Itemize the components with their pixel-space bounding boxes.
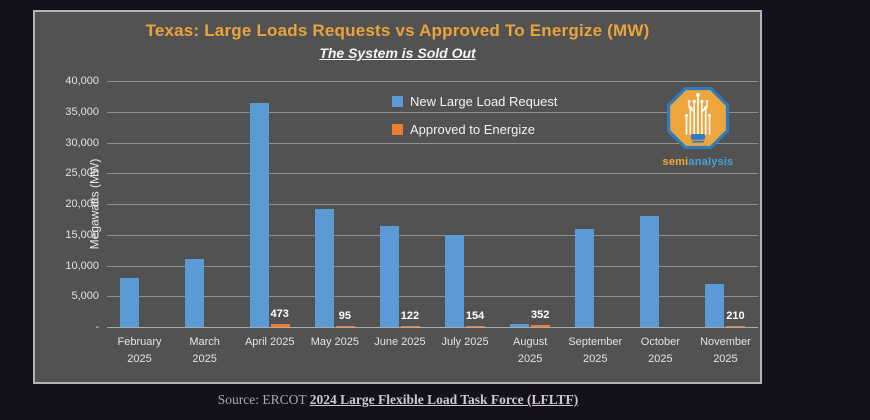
approved-data-label: 210	[726, 309, 745, 322]
x-axis-label: March 2025	[189, 336, 220, 365]
gridline	[107, 296, 758, 298]
x-axis-label: October 2025	[640, 336, 680, 365]
chart-panel: Texas: Large Loads Requests vs Approved …	[33, 10, 762, 384]
bar-new-large-load-request	[249, 102, 269, 327]
bar-approved-to-energize	[400, 325, 420, 327]
x-axis-label: May 2025	[310, 336, 359, 348]
source-prefix: Source: ERCOT	[217, 392, 310, 407]
gridline	[107, 173, 758, 175]
bar-pair	[640, 216, 680, 327]
logo-text-analysis: analysis	[688, 156, 734, 168]
bar-pair	[379, 225, 420, 327]
legend: New Large Load Request Approved to Energ…	[392, 94, 557, 150]
approved-data-label: 352	[530, 308, 550, 321]
y-tick-label: 35,000	[65, 105, 99, 118]
category-column: February 2025	[107, 81, 172, 365]
legend-swatch-orange-icon	[392, 124, 403, 135]
approved-data-label: 154	[465, 309, 485, 322]
y-tick-label: 25,000	[65, 167, 99, 180]
bar-new-large-load-request	[510, 323, 530, 327]
bar-pair	[249, 102, 290, 327]
category-column: 154 July 2025	[433, 81, 498, 348]
category-column: 473 April 2025	[237, 81, 302, 348]
gridline	[107, 234, 758, 236]
y-tick-label: 40,000	[65, 75, 99, 87]
bar-pair	[510, 323, 551, 327]
approved-data-label: 95	[338, 309, 351, 322]
gridline	[107, 111, 758, 113]
x-axis-label: February 2025	[117, 336, 162, 365]
y-tick-label: 30,000	[65, 136, 99, 149]
bar-approved-to-energize	[335, 325, 355, 327]
bar-new-large-load-request	[184, 259, 204, 327]
bar-pair	[575, 228, 615, 327]
category-column: September 2025	[563, 81, 628, 365]
legend-swatch-blue-icon	[392, 96, 403, 107]
x-axis-label: April 2025	[244, 336, 295, 348]
legend-label: New Large Load Request	[410, 94, 558, 109]
approved-data-label: 473	[270, 308, 289, 321]
legend-item-approved-to-energize: Approved to Energize	[392, 122, 557, 137]
bar-new-large-load-request	[575, 228, 595, 327]
gridline	[107, 81, 758, 82]
chart-subtitle: The System is Sold Out	[319, 45, 476, 61]
bar-pair	[705, 283, 746, 327]
y-tick-label: 15,000	[65, 228, 99, 241]
bar-new-large-load-request	[314, 208, 334, 327]
gridline	[107, 142, 758, 144]
bar-new-large-load-request	[119, 277, 139, 327]
chart-title: Texas: Large Loads Requests vs Approved …	[145, 21, 650, 40]
x-axis-label: June 2025	[374, 336, 426, 348]
semianalysis-octagon-icon	[666, 86, 730, 150]
semianalysis-logo: semianalysis	[653, 86, 743, 168]
plot-area: Megawatts (MW) 40,000 35,000 30,000 25,000 2…	[65, 75, 758, 365]
source-link[interactable]: 2024 Large Flexible Load Task Force (LFL…	[309, 392, 579, 407]
bar-pair	[184, 259, 225, 327]
bar-approved-to-energize	[531, 324, 551, 327]
category-column: 210 November 2025	[693, 81, 758, 365]
gridline	[107, 265, 758, 267]
category-column: March 2025	[172, 81, 237, 365]
bar-pair	[314, 208, 355, 327]
logo-text-semi: semi	[662, 156, 689, 168]
legend-label: Approved to Energize	[410, 122, 536, 137]
bar-approved-to-energize	[270, 324, 290, 327]
bar-approved-to-energize	[466, 325, 486, 327]
bar-approved-to-energize	[726, 325, 746, 327]
gridline	[107, 204, 758, 205]
category-column: 122 June 2025	[367, 81, 432, 348]
bar-pair	[445, 234, 486, 327]
x-axis-line	[107, 327, 758, 328]
bar-pair	[119, 277, 160, 327]
category-column: 95 May 2025	[302, 81, 367, 348]
category-column: October 2025	[628, 81, 693, 365]
bar-new-large-load-request	[379, 225, 399, 327]
approved-data-label: 122	[400, 309, 420, 322]
bar-new-large-load-request	[640, 216, 660, 327]
y-tick-label: 20,000	[65, 198, 99, 210]
x-axis-label: July 2025	[441, 336, 489, 348]
logo-wordmark: semianalysis	[653, 156, 743, 168]
y-tick-label: -	[95, 321, 99, 333]
legend-item-new-large-load-request: New Large Load Request	[392, 94, 557, 109]
category-column: 352 August 2025	[498, 81, 563, 365]
y-tick-label: 5,000	[71, 290, 99, 303]
bar-new-large-load-request	[705, 283, 725, 327]
bar-new-large-load-request	[445, 234, 465, 327]
y-tick-label: 10,000	[65, 259, 99, 272]
x-axis-label: September 2025	[568, 336, 623, 365]
x-axis-label: November 2025	[700, 336, 751, 365]
source-attribution: Source: ERCOT 2024 Large Flexible Load T…	[0, 392, 796, 408]
x-axis-label: August 2025	[513, 336, 548, 365]
